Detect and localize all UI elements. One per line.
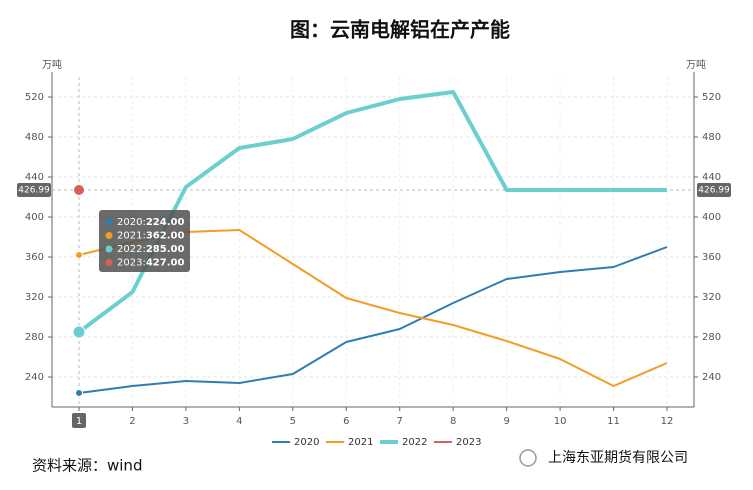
tooltip-value: 362.00 xyxy=(146,231,185,242)
legend-label: 2020 xyxy=(294,437,319,448)
legend-label: 2021 xyxy=(348,437,373,448)
tooltip-value: 427.00 xyxy=(146,258,185,269)
axis-pointer-box xyxy=(697,183,731,198)
x-tick-label: 12 xyxy=(661,416,674,427)
x-tick-label: 4 xyxy=(236,416,242,427)
legend-swatch xyxy=(272,441,290,443)
x-tick-label: 6 xyxy=(343,416,349,427)
tooltip-text: 2022:285.00 xyxy=(117,244,184,255)
point xyxy=(73,184,85,196)
watermark: 上海东亚期货有限公司 xyxy=(548,449,688,466)
point xyxy=(75,251,83,259)
x-tick-label: 5 xyxy=(290,416,296,427)
legend-swatch xyxy=(434,441,452,443)
series-line xyxy=(78,246,668,394)
tooltip-value: 224.00 xyxy=(146,217,185,228)
axis-pointer-label: 426.99 xyxy=(18,186,50,196)
tooltip-dot xyxy=(105,259,113,266)
x-tick-label: 10 xyxy=(554,416,567,427)
y2-tick-label: 360 xyxy=(702,252,721,263)
tooltip-name: 2023: xyxy=(117,258,146,269)
y2-axis-label: 万吨 xyxy=(686,58,706,71)
y2-tick-label: 440 xyxy=(702,172,721,183)
tooltip-name: 2021: xyxy=(117,231,146,242)
point xyxy=(75,389,83,397)
y-tick-label: 360 xyxy=(25,252,44,263)
y2-tick-label: 400 xyxy=(702,212,721,223)
legend-label: 2022 xyxy=(402,437,427,448)
series-line xyxy=(77,90,667,334)
y2-tick-label: 480 xyxy=(702,132,721,143)
x-tick-label: 2 xyxy=(129,416,135,427)
x-tick-label: 7 xyxy=(397,416,403,427)
y-tick-label: 400 xyxy=(25,212,44,223)
axis-pointer-label: 426.99 xyxy=(698,186,730,196)
tooltip-dot xyxy=(105,245,113,253)
x-tick-label: 11 xyxy=(607,416,620,427)
legend-label: 2023 xyxy=(456,437,481,448)
tooltip-text: 2020:224.00 xyxy=(117,217,184,228)
tooltip-text: 2021:362.00 xyxy=(117,231,184,242)
tooltip-dot xyxy=(105,218,113,226)
tooltip-name: 2020: xyxy=(117,217,146,228)
x-tick-label: 3 xyxy=(183,416,189,427)
tooltip-text: 2023:427.00 xyxy=(117,258,184,269)
x-pointer-box xyxy=(72,413,86,428)
y-tick-label: 280 xyxy=(25,332,44,343)
y2-tick-label: 320 xyxy=(702,292,721,303)
chart-title: 图：云南电解铝在产产能 xyxy=(290,18,510,42)
y2-tick-label: 520 xyxy=(702,92,721,103)
tooltip-name: 2022: xyxy=(117,244,146,255)
y-tick-label: 480 xyxy=(25,132,44,143)
y2-tick-label: 240 xyxy=(702,372,721,383)
y-axis-label: 万吨 xyxy=(42,58,62,71)
x-tick-label: 9 xyxy=(503,416,509,427)
legend-swatch xyxy=(380,440,398,444)
source: 资料来源：wind xyxy=(32,457,142,475)
y-tick-label: 520 xyxy=(25,92,44,103)
legend-swatch xyxy=(326,441,344,443)
y-tick-label: 320 xyxy=(25,292,44,303)
y2-tick-label: 280 xyxy=(702,332,721,343)
point xyxy=(72,325,86,339)
tooltip-dot xyxy=(105,232,113,239)
tooltip-value: 285.00 xyxy=(146,244,185,255)
watermark-icon xyxy=(519,449,537,467)
x-tick-label: 1 xyxy=(76,416,82,427)
tooltip-box xyxy=(99,210,190,272)
axis-pointer-box xyxy=(17,183,51,198)
x-tick-label: 8 xyxy=(450,416,456,427)
y-tick-label: 440 xyxy=(25,172,44,183)
tooltip: 2020:224.002021:362.002022:285.002023:42… xyxy=(99,210,190,272)
y-tick-label: 240 xyxy=(25,372,44,383)
